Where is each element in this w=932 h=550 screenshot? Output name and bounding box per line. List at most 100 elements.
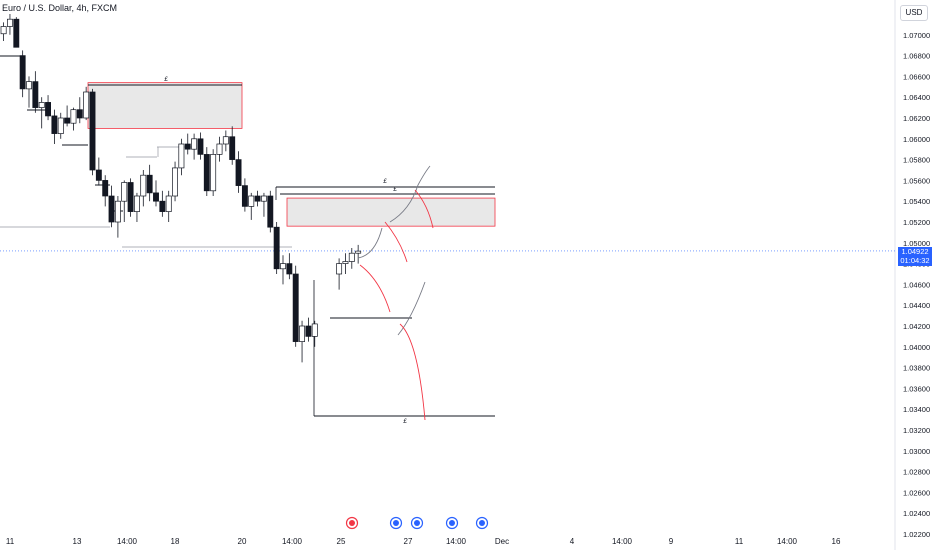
price-tick-label: 1.03600 bbox=[903, 384, 930, 393]
candle-body bbox=[32, 81, 39, 108]
projection-arrows bbox=[357, 165, 434, 421]
price-tick-label: 1.05800 bbox=[903, 156, 930, 165]
price-tick-label: 1.05400 bbox=[903, 197, 930, 206]
candle-body bbox=[342, 261, 349, 264]
candle-body bbox=[127, 182, 134, 212]
last-price-tag: 1.04922 01:04:32 bbox=[898, 247, 932, 266]
bar-countdown: 01:04:32 bbox=[900, 256, 930, 265]
time-tick-label: Dec bbox=[495, 537, 509, 546]
candle-body bbox=[102, 180, 109, 197]
candle-body bbox=[241, 185, 248, 207]
projection-arrow bbox=[384, 221, 408, 263]
price-tick-label: 1.07000 bbox=[903, 31, 930, 40]
price-tick-label: 1.05000 bbox=[903, 239, 930, 248]
candle-body bbox=[134, 195, 140, 212]
price-tick-label: 1.04600 bbox=[903, 280, 930, 289]
candle-body bbox=[286, 263, 293, 275]
candle-body bbox=[13, 18, 20, 48]
grid bbox=[0, 0, 896, 550]
candle-body bbox=[197, 138, 204, 155]
price-tick-label: 1.02800 bbox=[903, 468, 930, 477]
candle-body bbox=[57, 117, 64, 134]
candle-body bbox=[45, 102, 52, 117]
projection-arrow bbox=[399, 323, 426, 421]
candle-body bbox=[140, 174, 147, 197]
time-tick-label: 20 bbox=[238, 537, 247, 546]
projection-arrow bbox=[389, 165, 431, 223]
candle-body bbox=[299, 325, 306, 342]
candle-body bbox=[51, 115, 58, 134]
price-axis: 1.07000 1.06800 1.06600 1.06400 1.06200 1.060… bbox=[903, 31, 930, 539]
candle-body bbox=[210, 154, 217, 192]
candle-body bbox=[38, 102, 45, 108]
candle-body bbox=[108, 195, 115, 223]
time-axis: 11 13 14:00 18 20 14:00 25 27 14:00 Dec 4 14:00 9 11 1… bbox=[6, 537, 841, 546]
candlesticks bbox=[0, 14, 362, 363]
price-tick-label: 1.03800 bbox=[903, 364, 930, 373]
candle-body bbox=[89, 91, 96, 171]
candle-body bbox=[146, 174, 153, 194]
price-tick-label: 1.06400 bbox=[903, 93, 930, 102]
time-tick-label: 11 bbox=[6, 537, 15, 546]
price-tick-label: 1.02400 bbox=[903, 509, 930, 518]
level-label: £ bbox=[382, 179, 387, 185]
level-label: £ bbox=[392, 187, 397, 193]
candle-body bbox=[305, 325, 312, 337]
price-tick-label: 1.06000 bbox=[903, 135, 930, 144]
candle-body bbox=[261, 195, 267, 202]
candle-body bbox=[191, 138, 198, 150]
price-tick-label: 1.06800 bbox=[903, 52, 930, 61]
candle-body bbox=[184, 143, 191, 150]
time-tick-label: 13 bbox=[73, 537, 82, 546]
price-tick-label: 1.04200 bbox=[903, 322, 930, 331]
candle-body bbox=[95, 169, 102, 181]
candle-body bbox=[229, 136, 236, 160]
candle-body bbox=[336, 263, 343, 275]
candle-body bbox=[248, 195, 255, 207]
time-tick-label: 16 bbox=[832, 537, 841, 546]
price-tick-label: 1.02600 bbox=[903, 488, 930, 497]
event-icon-dot bbox=[414, 520, 420, 526]
time-tick-label: 14:00 bbox=[282, 537, 303, 546]
candle-body bbox=[292, 273, 299, 342]
price-tick-label: 1.04400 bbox=[903, 301, 930, 310]
candle-body bbox=[114, 200, 121, 223]
candle-body bbox=[311, 323, 318, 337]
projection-arrow bbox=[414, 189, 434, 229]
candle-body bbox=[6, 18, 13, 27]
price-tick-label: 1.05200 bbox=[903, 218, 930, 227]
candle-body bbox=[348, 252, 355, 262]
price-tick-label: 1.05600 bbox=[903, 176, 930, 185]
candle-body bbox=[222, 136, 229, 145]
candle-body bbox=[76, 109, 83, 119]
time-tick-label: 25 bbox=[337, 537, 346, 546]
candle-body bbox=[267, 195, 274, 228]
candle-body bbox=[70, 109, 77, 124]
zone-box bbox=[286, 197, 496, 227]
price-tick-label: 1.03000 bbox=[903, 447, 930, 456]
candle-body bbox=[165, 195, 172, 212]
candle-body bbox=[83, 91, 90, 119]
chart-title: Euro / U.S. Dollar, 4h, FXCM bbox=[2, 3, 118, 13]
candle-body bbox=[280, 263, 286, 270]
time-tick-label: 14:00 bbox=[117, 537, 138, 546]
candle-body bbox=[26, 81, 32, 90]
candle-body bbox=[64, 117, 71, 124]
price-tick-label: 1.03400 bbox=[903, 405, 930, 414]
price-tick-label: 1.02200 bbox=[903, 530, 930, 539]
price-tick-label: 1.04000 bbox=[903, 343, 930, 352]
projection-arrow bbox=[357, 227, 383, 259]
currency-selector[interactable]: USD bbox=[900, 5, 928, 21]
zone-box bbox=[87, 82, 243, 129]
time-tick-label: 14:00 bbox=[777, 537, 798, 546]
candle-body bbox=[121, 182, 128, 202]
candle-body bbox=[159, 200, 166, 212]
candle-body bbox=[235, 159, 242, 186]
time-tick-label: 14:00 bbox=[612, 537, 633, 546]
event-icons bbox=[345, 516, 489, 530]
candle-body bbox=[254, 195, 261, 202]
time-tick-label: 14:00 bbox=[446, 537, 467, 546]
level-label: £ bbox=[163, 77, 168, 83]
candle-body bbox=[178, 143, 185, 169]
